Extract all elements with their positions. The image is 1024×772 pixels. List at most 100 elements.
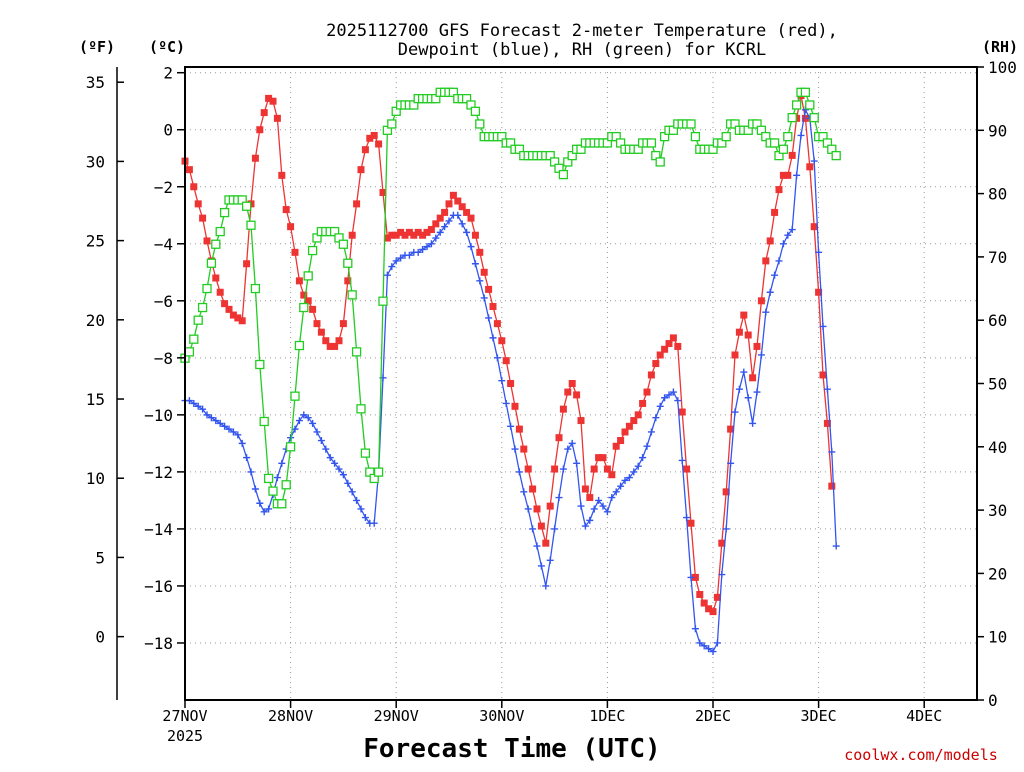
dewpoint-point — [278, 459, 286, 467]
temperature-point — [586, 494, 594, 502]
rh-point — [800, 87, 811, 97]
temperature-point — [612, 442, 620, 450]
rh-point — [356, 404, 366, 414]
rh-point — [387, 119, 397, 129]
x-tick-label: 2DEC — [695, 707, 731, 725]
fahrenheit-tick-label: 25 — [86, 232, 105, 251]
temperature-point — [705, 605, 713, 613]
dewpoint-point — [590, 505, 598, 513]
rh-point — [263, 473, 274, 484]
dewpoint-point — [234, 431, 242, 439]
dewpoint-point — [251, 485, 259, 493]
temperature-point — [784, 171, 792, 179]
temperature-point — [269, 97, 277, 105]
fahrenheit-tick-label: 35 — [86, 73, 105, 92]
dewpoint-point — [713, 639, 721, 647]
dewpoint-point — [339, 471, 347, 479]
temperature-point — [379, 188, 387, 196]
celsius-tick-label: −6 — [154, 292, 173, 311]
rh-point — [558, 169, 569, 180]
dewpoint-point — [216, 419, 224, 427]
temperature-point — [392, 231, 400, 239]
rh-unit-label: (RH) — [982, 38, 1018, 56]
temperature-point — [564, 388, 572, 396]
credit-text: coolwx.com/models — [844, 746, 998, 764]
temperature-point — [243, 260, 251, 268]
temperature-point — [735, 328, 743, 336]
dewpoint-point — [775, 257, 783, 265]
rh-tick-label: 60 — [988, 311, 1007, 330]
temperature-point — [476, 248, 484, 256]
dewpoint-point — [225, 425, 233, 433]
temperature-point — [815, 288, 823, 296]
temperature-point — [568, 380, 576, 387]
dewpoint-point — [489, 334, 497, 342]
temperature-point — [339, 320, 347, 328]
temperature-point — [595, 454, 603, 462]
temperature-point — [779, 171, 787, 179]
temperature-point — [599, 454, 607, 462]
rh-tick-label: 100 — [988, 58, 1017, 77]
dewpoint-point — [344, 479, 352, 487]
temperature-point — [555, 434, 563, 442]
temperature-point — [344, 277, 352, 285]
rh-point — [343, 258, 353, 268]
dewpoint-point — [467, 243, 475, 251]
rh-tick-label: 90 — [988, 121, 1007, 140]
x-tick-label: 30NOV — [479, 707, 524, 725]
dewpoint-point — [405, 251, 413, 259]
temperature-point — [511, 402, 519, 410]
rh-point — [831, 150, 841, 161]
celsius-tick-label: −10 — [144, 406, 173, 425]
celsius-tick-label: −4 — [154, 235, 173, 254]
dewpoint-point — [617, 482, 625, 490]
plot-frame — [184, 66, 978, 701]
temperature-point — [766, 237, 774, 245]
dewpoint-point — [749, 419, 757, 427]
dewpoint-point — [185, 397, 193, 405]
dewpoint-point — [458, 220, 466, 228]
temperature-point — [801, 114, 809, 122]
dewpoint-point — [273, 474, 281, 482]
dewpoint-point — [683, 514, 691, 522]
temperature-point — [806, 163, 814, 171]
rh-point — [189, 334, 199, 344]
celsius-tick-label: −16 — [144, 577, 173, 596]
temperature-point — [762, 257, 770, 265]
temperature-point — [577, 417, 585, 425]
dewpoint-point — [603, 508, 611, 516]
dewpoint-point — [608, 494, 616, 502]
dewpoint-point — [335, 465, 343, 473]
temperature-point — [414, 228, 422, 236]
dewpoint-point — [595, 496, 603, 504]
dewpoint-point — [669, 388, 677, 396]
rh-point — [809, 112, 819, 123]
temperature-point — [749, 374, 757, 382]
temperature-point — [234, 314, 242, 322]
dewpoint-point — [524, 505, 532, 513]
dewpoint-point — [515, 468, 523, 476]
temperature-point — [463, 208, 471, 216]
dewpoint-point — [221, 422, 229, 430]
temperature-point — [348, 231, 356, 239]
dewpoint-point — [397, 254, 405, 262]
dewpoint-point — [639, 454, 647, 462]
temperature-point — [647, 371, 655, 379]
dewpoint-point — [247, 468, 255, 476]
dewpoint-point — [665, 391, 673, 399]
dewpoint-point — [630, 468, 638, 476]
rh-point — [277, 499, 287, 509]
rh-point — [303, 271, 313, 281]
dewpoint-point — [326, 454, 334, 462]
temperature-point — [238, 317, 246, 325]
temperature-point — [331, 342, 339, 350]
temperature-point — [546, 502, 554, 510]
dewpoint-point — [256, 499, 264, 507]
dewpoint-point — [810, 157, 818, 165]
dewpoint-point — [414, 248, 422, 256]
rh-point — [307, 245, 318, 256]
temperature-point — [265, 94, 273, 102]
dewpoint-point — [313, 428, 321, 436]
temperature-point — [520, 445, 528, 453]
celsius-tick-label: −2 — [154, 178, 173, 197]
